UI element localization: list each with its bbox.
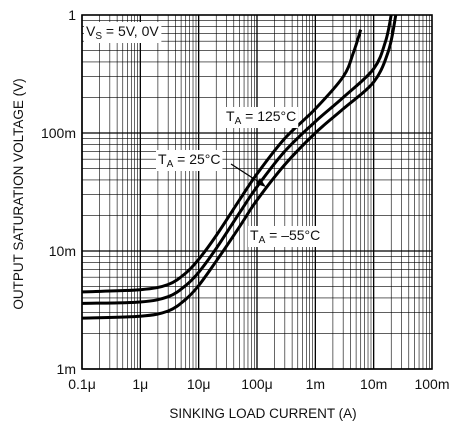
supply-annotation: VS = 5V, 0V (84, 22, 162, 43)
t125-label-main: T (226, 108, 235, 124)
supply-label-sub: S (95, 31, 102, 42)
series-line-tm55 (81, 14, 398, 320)
tm55-label-bg (248, 226, 323, 247)
x-tick-label: 0.1μ (68, 376, 96, 392)
series-line-t25 (81, 14, 393, 305)
x-tick-label: 100m (414, 376, 449, 392)
y-tick-label: 100m (41, 125, 76, 141)
grid (81, 15, 432, 370)
y-tick-label: 1 (68, 7, 76, 23)
tm55-label-sub: A (259, 235, 266, 246)
x-tick-label: 100μ (241, 376, 272, 392)
t125-label-rest: = 125°C (241, 108, 296, 124)
supply-label-main: V (86, 23, 96, 39)
t25-label-main: T (158, 151, 167, 167)
tick-labels: 0.1μ 1μ 10μ 100μ 1m 10m 100m 1m 10m 100m 1 (41, 7, 450, 392)
x-tick-label: 1μ (132, 376, 148, 392)
t25-label: TA = 25°C (158, 151, 220, 170)
t25-label-sub: A (167, 159, 174, 170)
tm55-label: TA = –55°C (250, 227, 320, 246)
x-axis-label: SINKING LOAD CURRENT (A) (169, 406, 356, 421)
t125-label-bg (224, 107, 299, 128)
t25-annotation: TA = 25°C (156, 150, 266, 187)
supply-label: VS = 5V, 0V (86, 23, 159, 42)
t125-label: TA = 125°C (226, 108, 296, 127)
series-layer (81, 14, 398, 320)
t25-label-bg (156, 150, 223, 171)
x-tick-label: 10μ (187, 376, 211, 392)
tm55-annotation: TA = –55°C (248, 226, 323, 247)
plot-frame (81, 14, 433, 370)
y-axis-label: OUTPUT SATURATION VOLTAGE (V) (11, 78, 26, 309)
tm55-label-rest: = –55°C (265, 227, 320, 243)
t125-label-sub: A (235, 116, 242, 127)
series-line-t125 (81, 29, 363, 294)
x-tick-label: 10m (360, 376, 387, 392)
supply-label-bg (84, 22, 162, 43)
y-tick-label: 1m (57, 361, 76, 377)
t25-pointer-arrow (230, 163, 263, 185)
t25-arrowhead (256, 178, 266, 187)
t25-label-rest: = 25°C (173, 151, 220, 167)
x-tick-label: 1m (306, 376, 325, 392)
tm55-label-main: T (250, 227, 259, 243)
supply-label-rest: = 5V, 0V (102, 23, 159, 39)
t125-annotation: TA = 125°C (224, 107, 299, 128)
y-tick-label: 10m (49, 243, 76, 259)
